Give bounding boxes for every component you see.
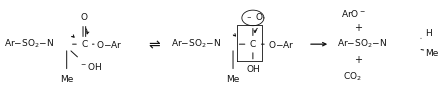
Text: +: + [354, 23, 362, 33]
Text: ArO$^-$: ArO$^-$ [341, 8, 366, 19]
Text: +: + [354, 55, 362, 65]
Text: Ar$-$SO$_2$$-$N: Ar$-$SO$_2$$-$N [337, 38, 387, 50]
Text: Me: Me [60, 75, 73, 84]
Text: O$-$Ar: O$-$Ar [96, 39, 123, 50]
Text: Ar$-$SO$_2$$-$N: Ar$-$SO$_2$$-$N [171, 38, 221, 50]
Text: Me: Me [226, 75, 240, 84]
Text: $\rightleftharpoons$: $\rightleftharpoons$ [146, 38, 162, 52]
Text: C: C [81, 40, 87, 49]
Text: $^-$: $^-$ [245, 13, 252, 22]
Text: H: H [425, 29, 432, 38]
Text: Ar$-$SO$_2$$-$N: Ar$-$SO$_2$$-$N [4, 38, 54, 50]
Text: C: C [250, 40, 256, 49]
Text: Me: Me [425, 49, 438, 58]
Text: CO$_2$: CO$_2$ [343, 71, 362, 84]
Text: O: O [81, 13, 88, 22]
Text: OH: OH [246, 65, 260, 74]
Text: O$-$Ar: O$-$Ar [268, 39, 295, 50]
Text: O: O [255, 13, 262, 22]
Text: $^-$OH: $^-$OH [79, 61, 102, 72]
